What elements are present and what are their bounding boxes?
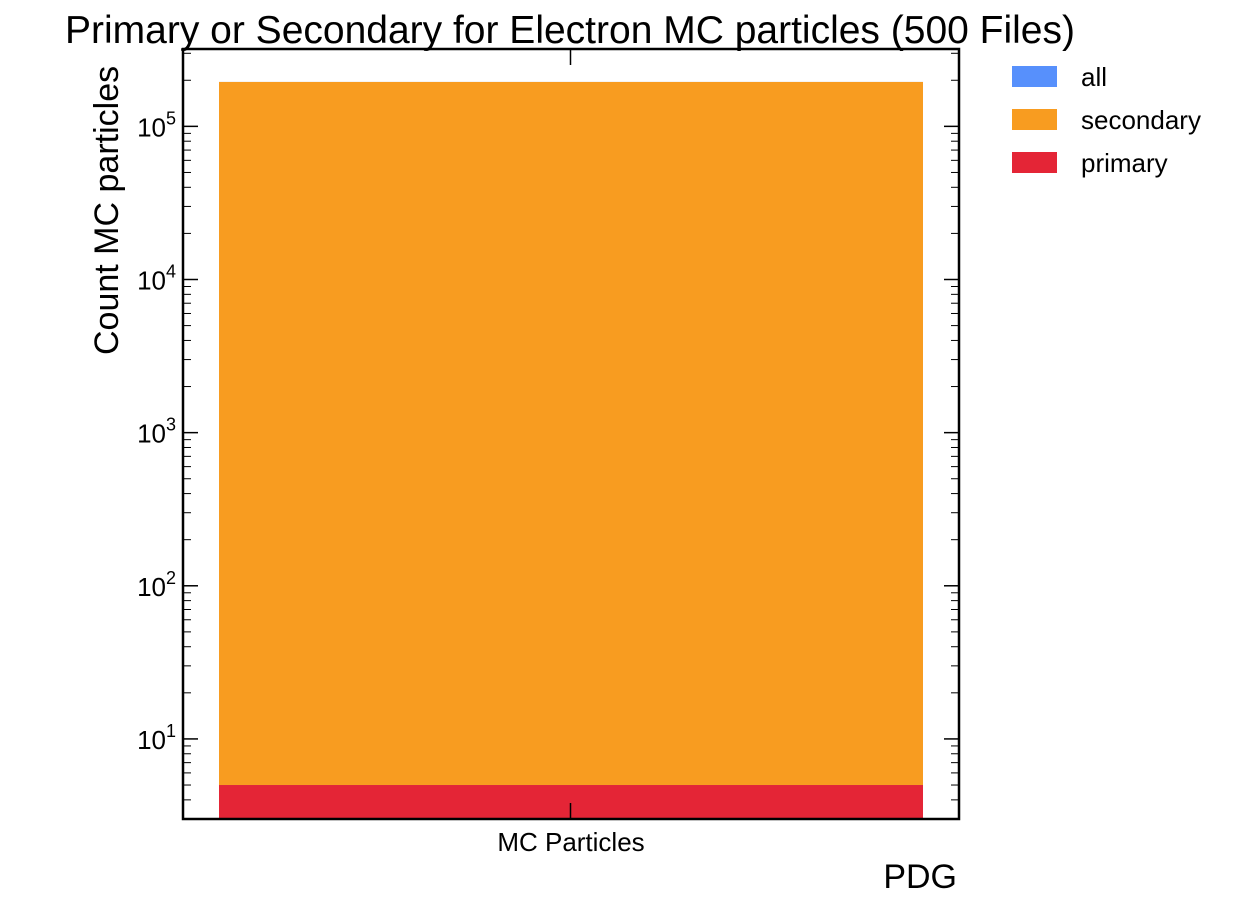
y-tick-label: 104 bbox=[137, 262, 176, 296]
bars-layer bbox=[219, 81, 923, 819]
legend-swatch-all bbox=[1012, 66, 1057, 87]
y-axis-label: Count MC particles bbox=[88, 66, 126, 355]
legend-label-all: all bbox=[1081, 62, 1107, 92]
y-axis-ticks: 101 102 103 104 105 bbox=[137, 52, 959, 820]
plot-area: 101 102 103 104 105 bbox=[137, 47, 961, 821]
plot-frame bbox=[181, 47, 961, 821]
legend-label-primary: primary bbox=[1081, 148, 1168, 178]
y-tick-label: 102 bbox=[137, 568, 176, 602]
legend-label-secondary: secondary bbox=[1081, 105, 1201, 135]
y-tick-label: 101 bbox=[137, 721, 176, 755]
legend-swatch-secondary bbox=[1012, 109, 1057, 130]
legend: all secondary primary bbox=[1012, 62, 1201, 178]
y-tick-label: 103 bbox=[137, 415, 176, 449]
chart-title: Primary or Secondary for Electron MC par… bbox=[65, 9, 1075, 52]
x-axis-label: PDG bbox=[883, 858, 957, 896]
legend-swatch-primary bbox=[1012, 152, 1057, 173]
bar-secondary bbox=[219, 81, 923, 786]
y-tick-label: 105 bbox=[137, 108, 176, 142]
x-tick-label: MC Particles bbox=[497, 827, 644, 857]
